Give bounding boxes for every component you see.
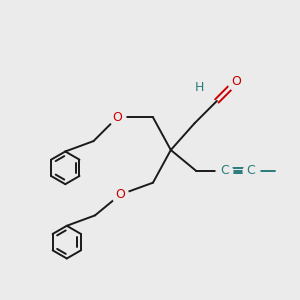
Text: C: C: [247, 164, 255, 177]
Text: H: H: [194, 81, 204, 94]
Text: O: O: [112, 111, 122, 124]
Text: C: C: [220, 164, 229, 177]
Text: O: O: [115, 188, 125, 201]
Text: O: O: [231, 75, 241, 88]
